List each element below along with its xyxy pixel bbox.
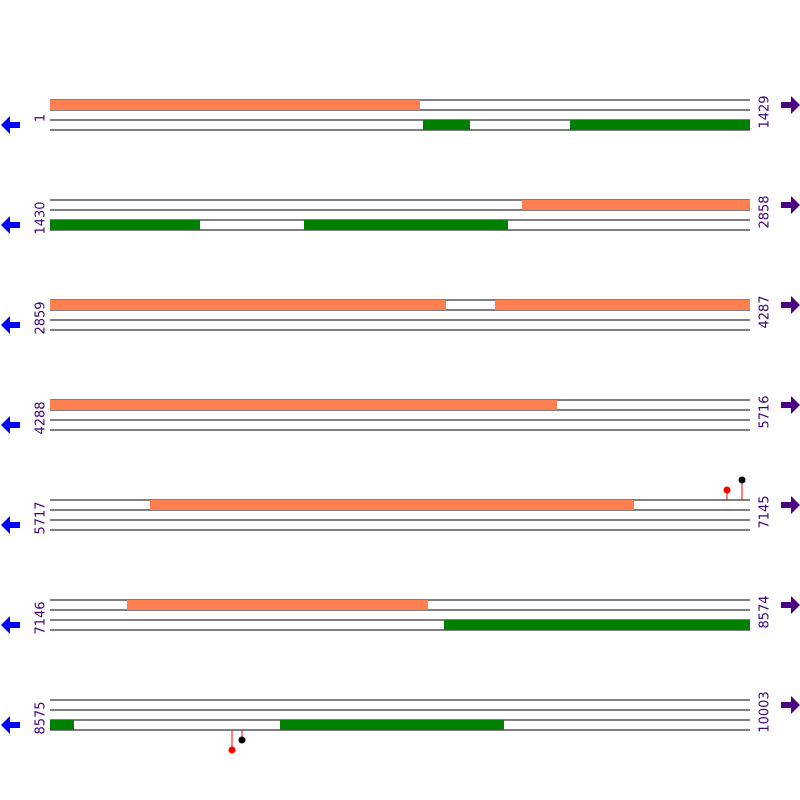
right-arrow (781, 696, 800, 714)
row-start-label: 5717 (34, 501, 49, 534)
sequence-row: 1430 2858 (1, 195, 800, 235)
feature (423, 120, 470, 130)
left-arrow (1, 416, 20, 434)
row-start-label: 1 (34, 114, 49, 122)
row-end-label: 4287 (758, 295, 773, 328)
site-marker (723, 486, 731, 494)
site-marker (738, 476, 746, 484)
left-arrow (1, 116, 20, 134)
feature (50, 300, 446, 310)
site-marker (228, 746, 236, 754)
row-start-label: 8575 (34, 701, 49, 734)
feature (50, 220, 200, 230)
row-end-label: 2858 (758, 195, 773, 228)
sequence-row: 5717 7145 (1, 495, 800, 535)
feature (50, 400, 557, 410)
row-end-label: 5716 (758, 395, 773, 428)
left-arrow (1, 516, 20, 534)
right-arrow (781, 596, 800, 614)
row-end-label: 7145 (758, 495, 773, 528)
feature (280, 720, 504, 730)
row-start-label: 7146 (34, 601, 49, 634)
sequence-row: 2859 4287 (1, 295, 800, 335)
feature (50, 100, 420, 110)
feature (495, 300, 750, 310)
sequence-row: 1 1429 (1, 95, 800, 134)
sequence-row: 4288 5716 (1, 395, 800, 435)
sequence-row: 7146 8574 (1, 595, 800, 635)
left-arrow (1, 316, 20, 334)
site-marker (238, 736, 246, 744)
feature (304, 220, 508, 230)
feature (50, 720, 74, 730)
row-start-label: 1430 (34, 201, 49, 234)
row-end-label: 10003 (758, 691, 773, 732)
row-start-label: 4288 (34, 401, 49, 434)
feature (522, 200, 750, 210)
right-arrow (781, 296, 800, 314)
left-arrow (1, 616, 20, 634)
row-end-label: 8574 (758, 595, 773, 628)
row-start-label: 2859 (34, 301, 49, 334)
feature (127, 600, 428, 610)
sequence-row: 8575 10003 (1, 691, 800, 735)
right-arrow (781, 396, 800, 414)
right-arrow (781, 96, 800, 114)
row-end-label: 1429 (758, 95, 773, 128)
right-arrow (781, 196, 800, 214)
right-arrow (781, 496, 800, 514)
feature (570, 120, 750, 130)
left-arrow (1, 716, 20, 734)
feature (444, 620, 750, 630)
left-arrow (1, 216, 20, 234)
feature (150, 500, 634, 510)
